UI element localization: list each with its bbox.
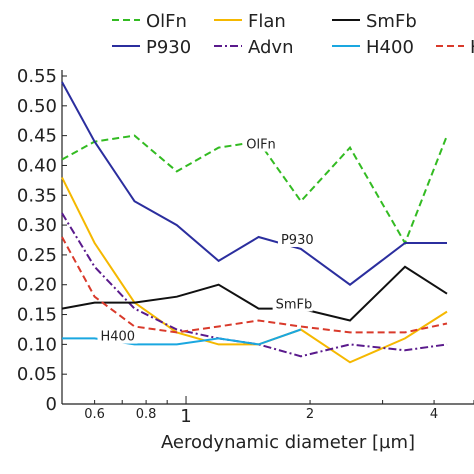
- y-tick-label: 0.25: [17, 245, 57, 266]
- legend-label-flan: Flan: [248, 11, 286, 32]
- legend-label-h400: H400: [366, 37, 414, 58]
- inline-label-bg: [97, 328, 138, 344]
- y-tick-label: 0.50: [17, 96, 57, 117]
- inline-label-bg: [277, 231, 318, 247]
- y-tick-label: 0.20: [17, 275, 57, 296]
- x-tick-label: 0.8: [136, 407, 157, 422]
- inline-label-olfn: OlFn: [246, 138, 276, 153]
- x-axis-title: Aerodynamic diameter [µm]: [161, 432, 415, 453]
- legend: OlFn Flan SmFb P930 Advn H400 H: [112, 11, 474, 58]
- x-axis: 0.6 0.8 1 2 4: [61, 396, 474, 427]
- x-tick-label: 1: [180, 406, 191, 427]
- inline-label-bg: [272, 296, 313, 312]
- legend-label-advn: Advn: [248, 37, 293, 58]
- y-tick-label: 0.30: [17, 215, 57, 236]
- series-line-olfn: [61, 134, 448, 246]
- y-axis: 0 0.05 0.10 0.15 0.20 0.25 0.30 0.35 0.40 0.45 0.5…: [17, 66, 67, 415]
- y-tick-label: 0: [46, 394, 57, 415]
- y-tick-label: 0.15: [17, 305, 57, 326]
- series-line-smfb: [61, 265, 448, 322]
- inline-label-h400: H400: [100, 330, 135, 345]
- x-tick-label: 4: [430, 407, 438, 422]
- x-tick-label: 2: [306, 407, 314, 422]
- y-tick-label: 0.45: [17, 126, 57, 147]
- y-tick-label: 0.35: [17, 185, 57, 206]
- plot-area: OlFn P930 SmFb H400: [61, 81, 448, 364]
- inline-label-smfb: SmFb: [276, 297, 313, 312]
- series-line-h: [61, 236, 448, 334]
- series-line-h400: [62, 328, 302, 346]
- y-tick-label: 0.10: [17, 334, 57, 355]
- series-line-p930: [61, 81, 447, 286]
- x-tick-label: 0.6: [84, 407, 105, 422]
- y-tick-label: 0.05: [17, 364, 57, 385]
- inline-label-p930: P930: [281, 233, 314, 248]
- legend-label-olfn: OlFn: [146, 11, 187, 32]
- inline-label-bg: [243, 136, 284, 152]
- legend-label-smfb: SmFb: [366, 11, 417, 32]
- y-tick-label: 0.40: [17, 155, 57, 176]
- y-tick-label: 0.55: [17, 66, 57, 87]
- series-line-flan: [61, 176, 448, 364]
- legend-label-h: H: [470, 37, 474, 58]
- legend-label-p930: P930: [146, 37, 191, 58]
